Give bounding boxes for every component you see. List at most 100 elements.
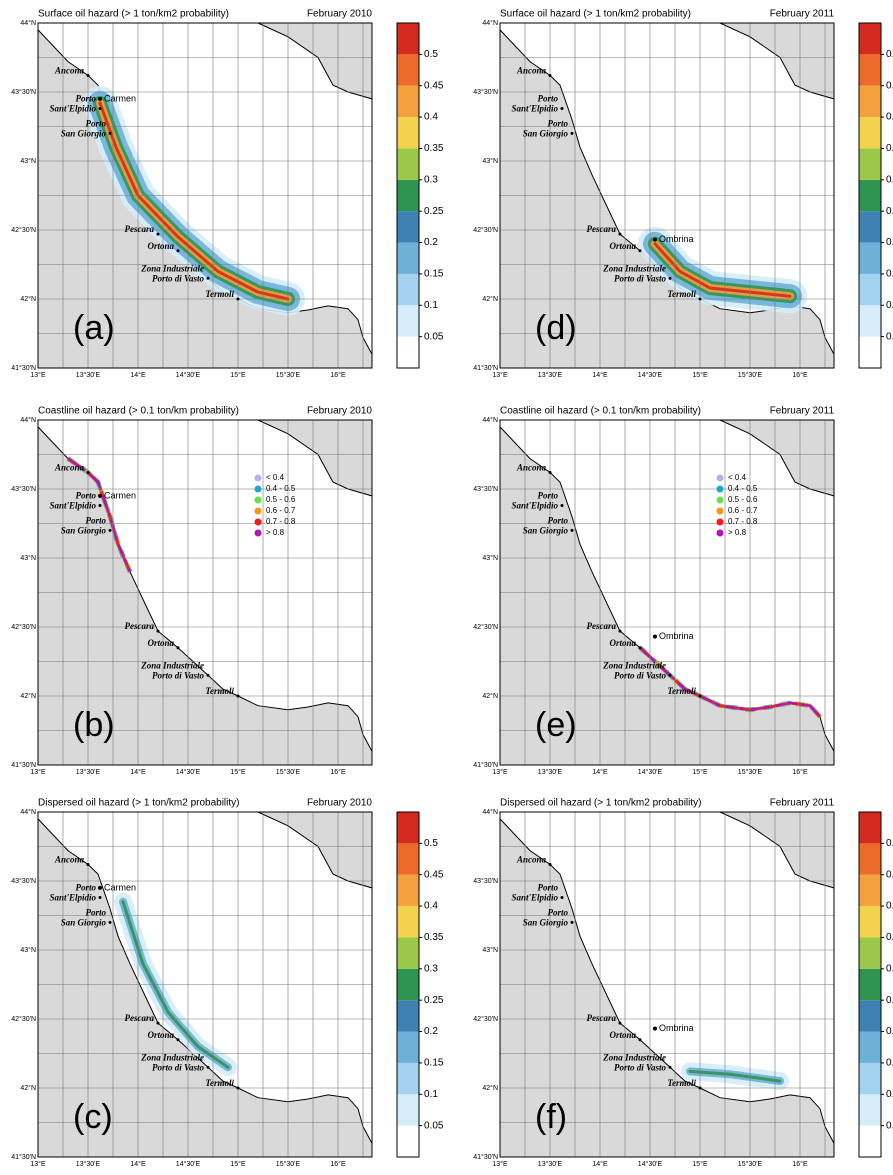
- colorbar-tick-label: 0.45: [424, 80, 444, 91]
- place-name: Porto: [537, 491, 558, 501]
- place-name: San Giorgio: [523, 128, 569, 138]
- panel-letter: (f): [535, 1098, 567, 1136]
- place-marker: [206, 1065, 210, 1069]
- place-name: Sant'Elpidio: [49, 104, 96, 114]
- x-tick-label: 14°E: [592, 768, 608, 776]
- site-marker: [98, 96, 102, 101]
- place-name: Zona Industriale: [140, 1052, 204, 1062]
- place-marker: [156, 629, 160, 633]
- colorbar-segment: [397, 148, 419, 180]
- place-name: Porto: [537, 883, 558, 893]
- x-tick-label: 14°30'E: [638, 768, 663, 776]
- place-name: Termoli: [205, 289, 234, 299]
- colorbar-tick-label: 0.35: [886, 143, 893, 154]
- colorbar-segment: [859, 211, 881, 243]
- place-name: Ancona: [516, 66, 547, 76]
- place-name: Porto: [75, 94, 96, 104]
- colorbar-tick-label: 0.2: [424, 237, 438, 248]
- y-tick-label: 42°N: [482, 692, 498, 700]
- place-name: Ortona: [609, 638, 636, 648]
- place-name: Ancona: [516, 463, 547, 473]
- panel-letter: (a): [73, 309, 115, 347]
- colorbar-tick-label: 0.3: [424, 963, 438, 974]
- y-tick-label: 43°N: [20, 946, 36, 954]
- place-name: Ortona: [609, 1030, 636, 1040]
- place-marker: [176, 249, 180, 253]
- legend-swatch: [254, 474, 262, 482]
- place-name: Pescara: [587, 224, 617, 234]
- panel-letter: (d): [535, 309, 577, 347]
- y-tick-label: 43°30'N: [11, 88, 36, 96]
- colorbar-segment: [859, 305, 881, 337]
- y-tick-label: 43°30'N: [11, 877, 36, 885]
- place-name: Zona Industriale: [140, 660, 204, 670]
- colorbar-segment: [397, 211, 419, 243]
- place-marker: [560, 504, 564, 508]
- place-name: Termoli: [205, 686, 234, 696]
- legend-label: 0.6 - 0.7: [728, 506, 758, 515]
- place-name: Porto di Vasto: [614, 670, 667, 680]
- legend-label: 0.6 - 0.7: [266, 506, 296, 515]
- colorbar-segment: [397, 54, 419, 86]
- x-tick-label: 14°30'E: [176, 768, 201, 776]
- colorbar-tick-label: 0.2: [886, 1026, 893, 1037]
- site-marker: [653, 237, 657, 242]
- place-name: Ortona: [147, 638, 174, 648]
- y-tick-label: 43°N: [20, 157, 36, 165]
- place-marker: [98, 107, 102, 111]
- colorbar-tick-label: 0.25: [424, 995, 444, 1006]
- x-tick-label: 15°30'E: [276, 768, 301, 776]
- colorbar-tick-label: 0.15: [886, 1058, 893, 1069]
- colorbar-segment: [859, 117, 881, 149]
- colorbar-tick-label: 0.25: [424, 206, 444, 217]
- place-name: Zona Industriale: [140, 263, 204, 273]
- y-tick-label: 41°30'N: [473, 761, 498, 769]
- colorbar-segment: [397, 85, 419, 118]
- x-tick-label: 13°E: [30, 371, 46, 379]
- place-name: Ancona: [516, 855, 547, 865]
- colorbar-tick-label: 0.15: [424, 1058, 444, 1069]
- place-marker: [698, 1086, 702, 1090]
- colorbar-tick-label: 0.15: [886, 269, 893, 280]
- legend-swatch: [716, 529, 724, 537]
- place-name: Termoli: [667, 686, 696, 696]
- colorbar-segment: [859, 54, 881, 86]
- colorbar-frame: [396, 22, 420, 369]
- legend-label: 0.7 - 0.8: [728, 517, 758, 526]
- x-tick-label: 13°30'E: [76, 768, 101, 776]
- colorbar-tick-label: 0.1: [424, 300, 438, 311]
- colorbar-segment: [397, 1031, 419, 1063]
- x-tick-label: 14°30'E: [176, 1160, 201, 1168]
- colorbar-segment: [859, 1031, 881, 1063]
- colorbar-tick-label: 0.5: [424, 838, 438, 849]
- x-tick-label: 13°30'E: [538, 371, 563, 379]
- place-marker: [638, 249, 642, 253]
- y-tick-label: 42°30'N: [11, 1015, 36, 1023]
- y-tick-label: 41°30'N: [11, 1153, 36, 1161]
- x-tick-label: 13°E: [492, 371, 508, 379]
- place-name: Porto di Vasto: [152, 273, 205, 283]
- colorbar-tick-label: 0.1: [886, 300, 893, 311]
- site-name: Carmen: [104, 882, 136, 892]
- x-tick-label: 13°30'E: [76, 371, 101, 379]
- panel-title: Dispersed oil hazard (> 1 ton/km2 probab…: [500, 798, 701, 809]
- x-tick-label: 16°E: [792, 768, 808, 776]
- map-frame: [499, 419, 835, 766]
- colorbar-tick-label: 0.05: [424, 1120, 444, 1131]
- legend-label: > 0.8: [266, 528, 285, 537]
- place-name: Sant'Elpidio: [49, 501, 96, 511]
- colorbar-frame: [858, 811, 882, 1158]
- x-tick-label: 14°E: [130, 371, 146, 379]
- place-name: San Giorgio: [523, 525, 569, 535]
- place-marker: [548, 470, 552, 474]
- place-name: Porto: [85, 118, 106, 128]
- place-name: Ortona: [147, 241, 174, 251]
- x-tick-label: 16°E: [330, 1160, 346, 1168]
- colorbar-segment: [859, 148, 881, 180]
- place-name: Termoli: [205, 1078, 234, 1088]
- panel-date: February 2010: [307, 406, 372, 417]
- y-tick-label: 44°N: [20, 416, 36, 424]
- place-name: San Giorgio: [61, 128, 107, 138]
- y-tick-label: 42°N: [20, 692, 36, 700]
- colorbar-tick-label: 0.2: [424, 1026, 438, 1037]
